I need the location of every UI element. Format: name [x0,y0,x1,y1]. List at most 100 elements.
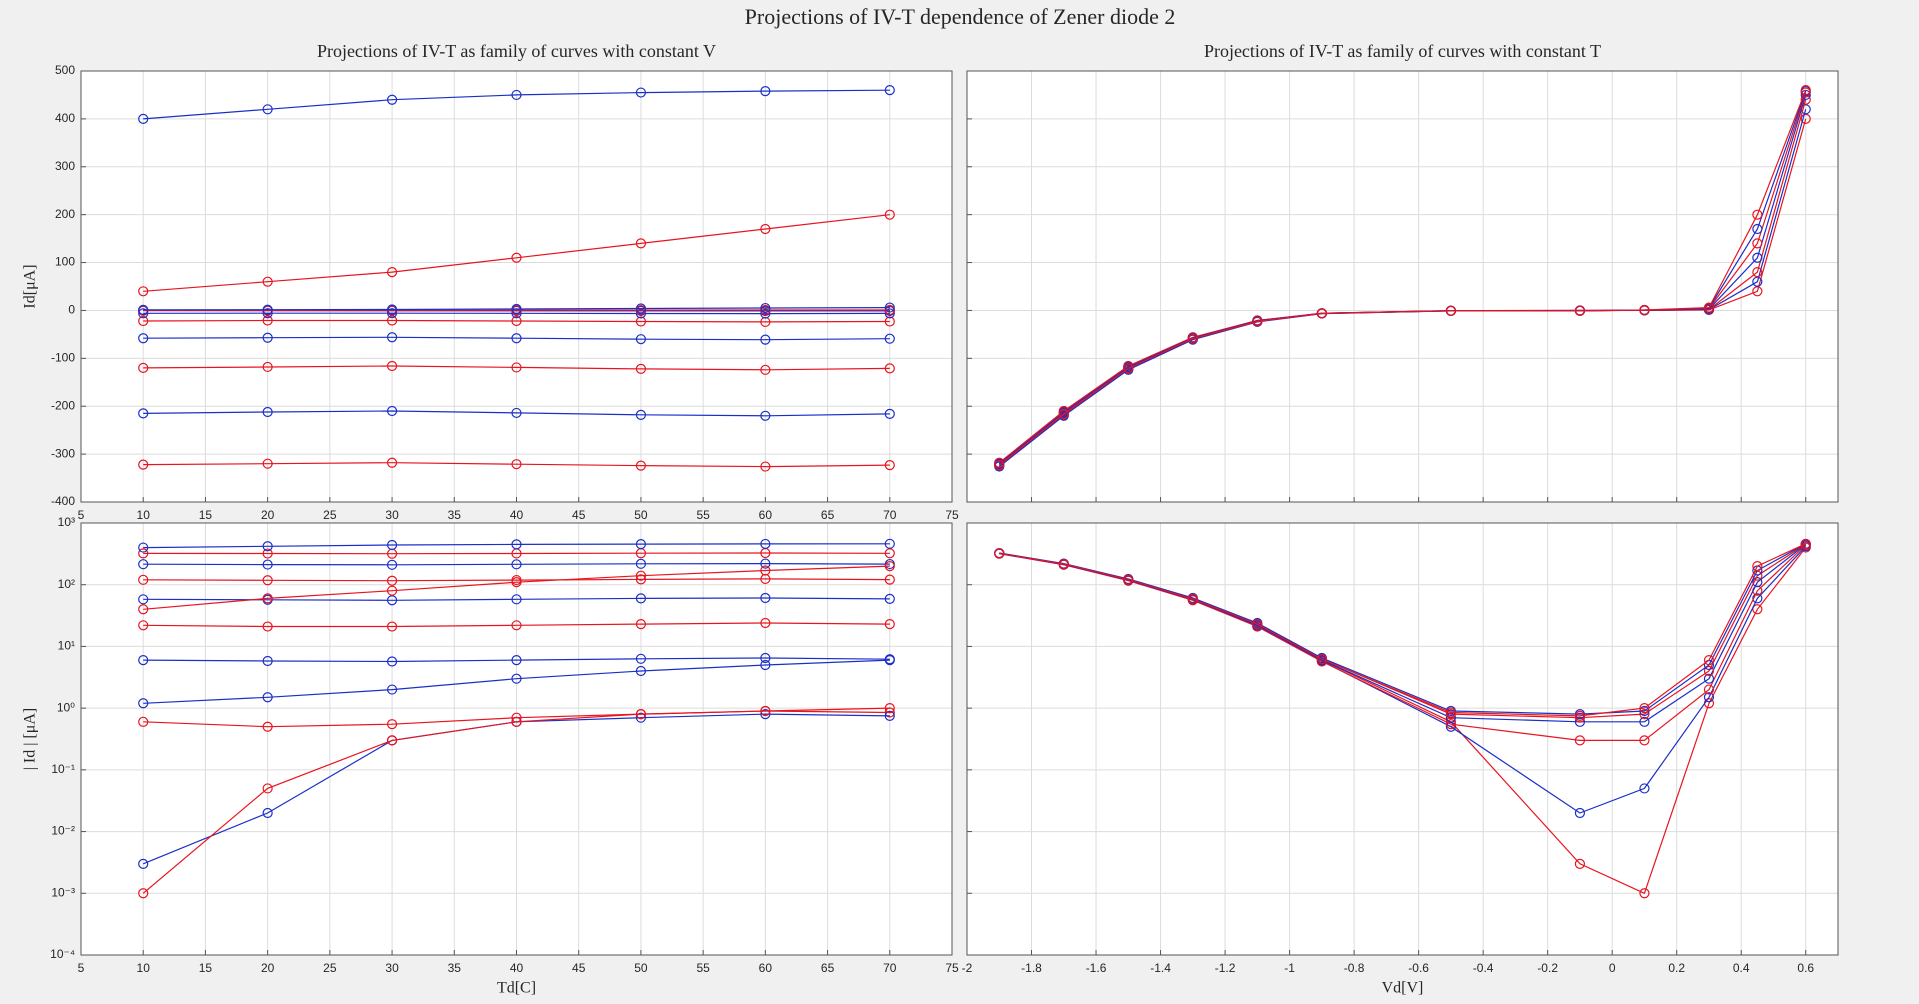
data-point [138,315,149,327]
y-axis-label: | Id | [μA] [22,708,39,771]
data-point [138,286,149,297]
data-point [760,709,771,720]
x-tick-label: -1.8 [1021,961,1042,975]
data-point [1752,577,1763,588]
data-point [511,594,522,605]
data-point [511,303,522,315]
x-tick-label: 55 [696,961,710,975]
x-tick-label: 45 [572,508,586,522]
x-tick-label: 70 [883,961,897,975]
data-point [138,604,149,615]
axes-box [80,70,953,503]
data-point [262,315,273,326]
data-point [386,539,398,551]
data-point [138,113,149,124]
series-line [143,565,890,610]
x-tick-label: 25 [323,508,337,522]
data-point [262,276,273,287]
data-point [1752,238,1763,249]
data-point [1703,692,1715,703]
data-point [1800,538,1811,549]
data-point [386,405,398,417]
data-point [262,783,273,794]
x-tick-label: 40 [510,961,524,975]
data-point [138,716,149,727]
data-point [138,594,149,605]
data-point [1187,333,1198,344]
y-tick-label: 10⁰ [57,700,75,714]
data-point [1252,316,1263,327]
series-line [999,543,1806,717]
data-point [1123,363,1134,374]
series-line [143,552,890,555]
data-point [1703,673,1715,684]
data-point [760,334,771,345]
y-tick-label: -100 [51,351,75,365]
data-point [1123,574,1134,585]
data-point [635,558,647,569]
series-line [999,543,1806,715]
data-point [262,541,273,552]
data-point [884,408,895,419]
data-point [1574,807,1586,819]
data-point [138,362,149,374]
data-point [386,621,398,632]
data-point [262,559,273,570]
x-tick-label: 50 [634,961,648,975]
data-point [1752,223,1763,235]
series-line [143,336,890,341]
data-point [511,407,522,419]
series-line [143,365,890,371]
x-tick-label: 0.4 [1733,961,1750,975]
data-point [635,574,647,585]
data-point [386,559,398,570]
x-tick-label: 40 [510,508,524,522]
series-line [143,659,890,704]
x-tick-label: -0.4 [1473,961,1494,975]
data-point [386,719,398,730]
x-tick-label: 75 [945,961,959,975]
x-tick-label: 25 [323,961,337,975]
series-line [143,319,890,323]
data-point [760,223,771,235]
data-point [1252,619,1263,630]
x-tick-label: 65 [821,961,835,975]
data-point [635,238,647,249]
data-point [1703,655,1715,666]
y-tick-label: 200 [55,207,75,221]
data-point [386,457,398,468]
axes-background [967,523,1838,955]
data-point [884,710,895,721]
data-point [635,665,647,677]
data-point [138,620,149,631]
data-point [760,558,771,569]
plot-area [138,85,895,472]
data-point [760,617,771,629]
y-tick-label: 0 [68,303,75,317]
data-point [138,559,149,570]
x-tick-label: 10 [137,508,151,522]
data-point [262,593,273,604]
x-tick-label: 45 [572,961,586,975]
data-point [262,548,273,559]
data-point [635,712,647,723]
y-axis-label: Id[μA] [22,264,39,308]
series-line [143,410,890,417]
data-point [262,721,273,732]
series-line [143,562,890,566]
data-point [386,735,398,746]
series-line [143,657,890,663]
data-point [262,655,273,667]
data-point [138,574,149,585]
series-line [143,462,890,468]
series-line [143,622,890,628]
data-point [1445,305,1456,316]
data-point [884,333,895,344]
data-point [386,684,398,695]
x-tick-label: 5 [78,508,85,522]
series-line [143,307,890,311]
data-point [262,332,273,343]
x-tick-label: -0.6 [1408,961,1429,975]
data-point [1639,888,1650,899]
axes-box [966,70,1839,503]
